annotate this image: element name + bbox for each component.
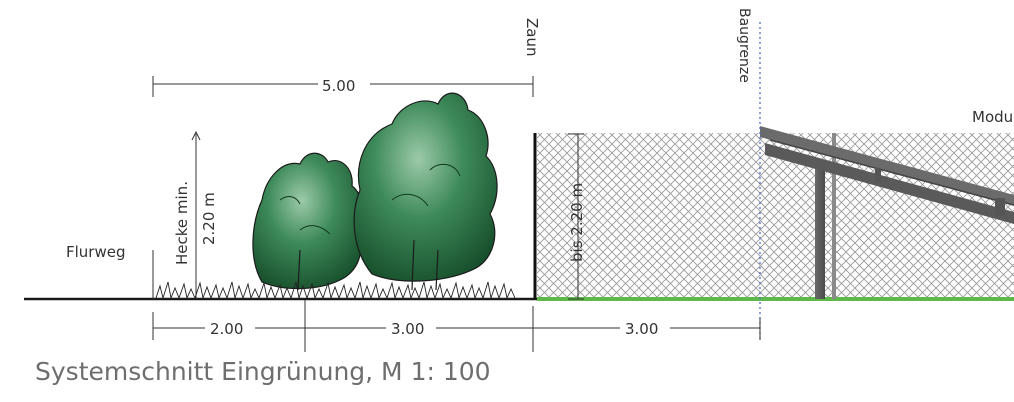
path-label: Flurweg bbox=[66, 243, 126, 261]
dim-2-label: 3.00 bbox=[391, 320, 424, 338]
fence-label: Zaun bbox=[523, 18, 541, 56]
fence-mesh bbox=[537, 133, 1014, 298]
hedge-height-dimension bbox=[152, 130, 201, 299]
dim-3-label: 3.00 bbox=[625, 320, 658, 338]
grass-strip bbox=[155, 281, 516, 300]
hedge-shrubs bbox=[252, 92, 498, 291]
drawing-caption: Systemschnitt Eingrünung, M 1: 100 bbox=[35, 357, 491, 386]
fence-height-label: bis 2.20 m bbox=[568, 183, 586, 262]
top-dimension-label: 5.00 bbox=[322, 77, 355, 95]
dim-1-label: 2.00 bbox=[210, 320, 243, 338]
solar-structure bbox=[760, 126, 1014, 299]
fence-height-dimension bbox=[568, 133, 584, 300]
hedge-label-line1: Hecke min. bbox=[173, 181, 191, 265]
building-limit-label: Baugrenze bbox=[736, 8, 752, 83]
module-label: Modu bbox=[972, 108, 1013, 126]
hedge-label-line2: 2.20 m bbox=[200, 192, 218, 245]
